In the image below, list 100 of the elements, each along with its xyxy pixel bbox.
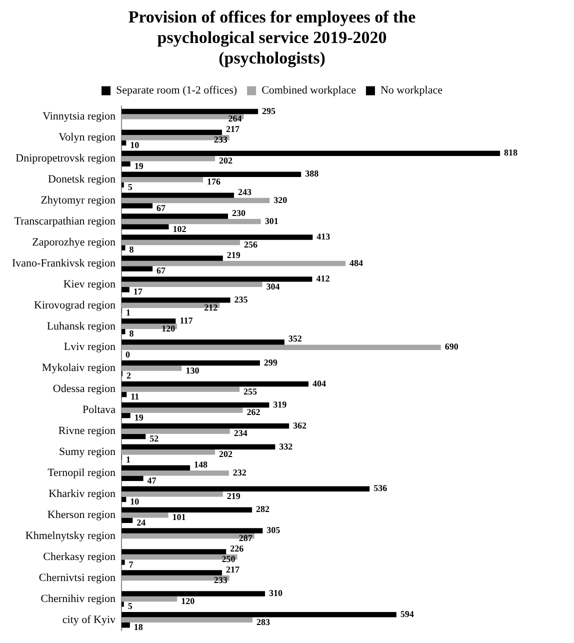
bar — [122, 298, 230, 303]
data-label: 67 — [156, 202, 166, 213]
bar — [122, 287, 130, 292]
y-tick-label: Chernivtsi region — [38, 572, 116, 584]
data-label: 283 — [256, 616, 271, 627]
bar — [122, 570, 222, 576]
y-tick-label: Ivano-Frankivsk region — [12, 257, 116, 270]
data-label: 52 — [150, 433, 160, 444]
legend-label: No workplace — [380, 84, 443, 97]
data-label: 232 — [232, 467, 247, 478]
data-label: 18 — [134, 622, 144, 632]
bar — [122, 240, 240, 246]
data-label: 412 — [316, 274, 330, 284]
y-tick-label: Cherkasy region — [43, 550, 116, 563]
bar — [122, 491, 223, 497]
bar — [122, 161, 130, 166]
data-label: 47 — [147, 475, 157, 486]
data-label: 217 — [226, 564, 240, 574]
bar — [122, 617, 253, 623]
bar — [122, 218, 261, 224]
data-label: 299 — [264, 357, 278, 368]
y-tick-label: Odessa region — [52, 383, 116, 396]
y-tick-label: Sumy region — [59, 446, 116, 458]
data-label: 362 — [293, 420, 308, 430]
data-label: 690 — [444, 342, 459, 352]
y-tick-label: Mykolaiv region — [42, 362, 116, 374]
y-tick-label: Kiev region — [63, 278, 116, 290]
bar — [122, 486, 370, 492]
data-label: 404 — [312, 378, 326, 388]
data-label: 256 — [244, 240, 258, 250]
data-label: 11 — [130, 392, 140, 402]
data-label: 1 — [126, 454, 132, 464]
data-label: 388 — [305, 168, 320, 179]
bar — [122, 428, 230, 434]
data-label: 332 — [279, 441, 294, 452]
data-label: 310 — [269, 588, 283, 598]
bar — [122, 234, 313, 240]
y-tick-label: Rivne region — [58, 425, 116, 438]
bar — [122, 203, 153, 208]
y-tick-label: Khmelnytsky region — [25, 530, 116, 542]
data-label: 301 — [264, 216, 279, 226]
y-tick-label: Vinnytsia region — [42, 110, 116, 123]
data-label: 319 — [273, 399, 288, 410]
bar — [122, 256, 223, 261]
chart-title: Provision of offices for employees of the psychological service 2019-2020 (psychologists) — [128, 8, 416, 68]
y-tick-label: Chernihiv region — [40, 592, 116, 605]
bar — [122, 622, 130, 628]
bar — [122, 198, 270, 204]
data-label: 234 — [234, 428, 248, 438]
bar — [122, 408, 243, 413]
bar — [122, 591, 265, 596]
y-tick-label: Zaporozhye region — [32, 236, 116, 248]
bar — [122, 150, 500, 156]
data-label: 219 — [226, 491, 241, 502]
bar — [122, 381, 308, 387]
data-label: 484 — [350, 258, 364, 268]
bar — [122, 423, 290, 429]
data-label: 262 — [246, 407, 261, 418]
bar — [122, 518, 133, 523]
data-label: 295 — [262, 106, 276, 116]
data-label: 5 — [128, 182, 133, 192]
bar — [122, 386, 240, 392]
bar — [122, 596, 178, 602]
y-tick-label: Dnipropetrovsk region — [16, 152, 116, 165]
data-label: 117 — [180, 315, 194, 326]
data-label: 0 — [126, 350, 131, 360]
data-label: 287 — [238, 533, 253, 544]
data-label: 8 — [129, 244, 134, 255]
y-tick-label: Lviv region — [64, 341, 116, 354]
bar — [122, 402, 270, 408]
y-tick-label: Poltava — [82, 404, 116, 416]
data-label: 130 — [186, 365, 200, 376]
data-label: 102 — [172, 224, 187, 234]
y-tick-label: Kharkiv region — [48, 488, 116, 500]
bar — [122, 476, 144, 482]
bar — [122, 192, 234, 198]
bar — [122, 512, 168, 518]
bar — [122, 444, 276, 450]
data-label: 7 — [128, 559, 134, 570]
data-label: 235 — [234, 294, 248, 304]
y-tick-label: Kirovograd region — [34, 299, 116, 312]
y-tick-label: Luhansk region — [46, 320, 116, 332]
data-label: 120 — [181, 596, 196, 606]
bar — [122, 276, 312, 282]
y-tick-label: Ternopil region — [48, 467, 116, 480]
data-label: 219 — [226, 250, 241, 260]
bar — [122, 344, 441, 350]
y-tick-label: Volyn region — [58, 132, 116, 144]
data-label: 250 — [222, 554, 236, 564]
data-label: 217 — [226, 124, 240, 134]
data-label: 305 — [266, 525, 281, 536]
data-label: 148 — [194, 460, 208, 470]
bar — [122, 318, 176, 324]
data-label: 212 — [204, 302, 218, 312]
data-label: 19 — [134, 160, 144, 171]
data-label: 2 — [126, 370, 132, 381]
bar — [122, 560, 125, 565]
bar — [122, 282, 262, 288]
bar — [122, 224, 169, 230]
data-label: 233 — [214, 574, 228, 585]
